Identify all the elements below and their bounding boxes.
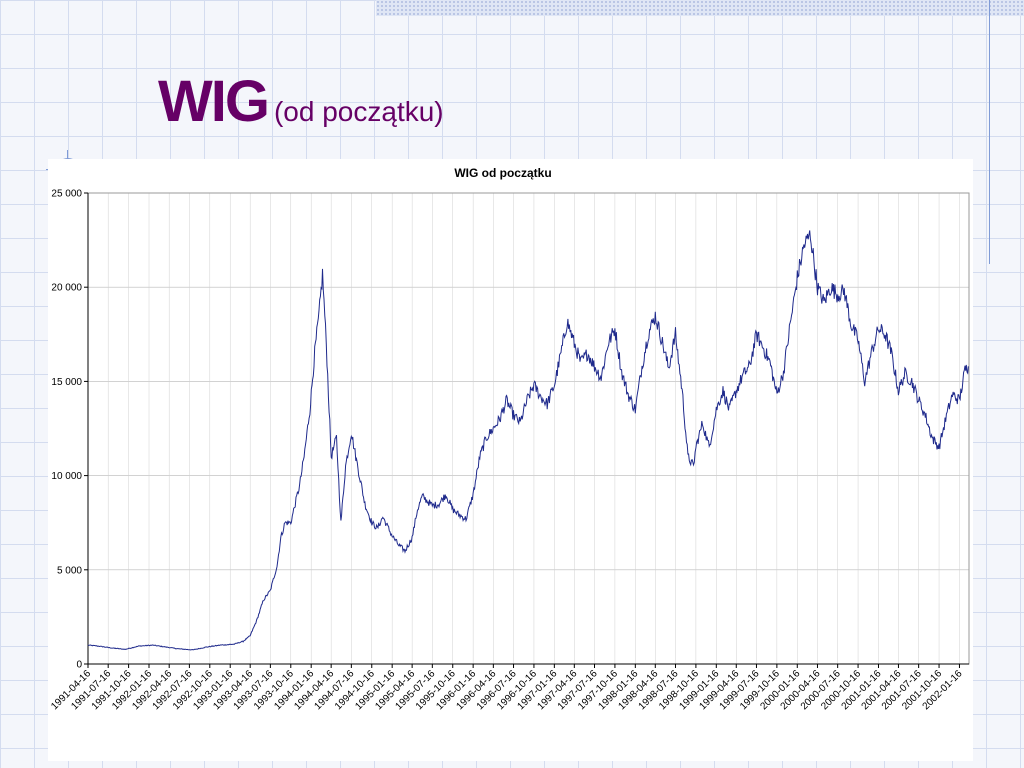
series-line-wig	[87, 230, 969, 651]
slide-title-main: WIG	[158, 69, 270, 134]
slide-title: WIG (od początku)	[158, 68, 444, 135]
header-pattern-band	[376, 0, 1024, 16]
y-axis: 0 5 000 10 000 15 000 20 000 25 000	[51, 189, 89, 671]
chart-title: WIG od początku	[454, 166, 551, 180]
y-tick-label: 15 000	[51, 377, 82, 388]
chart-gridlines	[87, 192, 969, 664]
y-tick-label: 0	[76, 660, 82, 671]
y-tick-label: 5 000	[57, 565, 82, 576]
chart-area-background	[48, 159, 973, 761]
y-tick-label: 20 000	[51, 283, 82, 294]
decorative-vertical-line-right	[989, 0, 990, 264]
slide-title-sub: (od początku)	[273, 96, 444, 127]
y-tick-label: 25 000	[51, 189, 82, 200]
y-tick-label: 10 000	[51, 471, 82, 482]
